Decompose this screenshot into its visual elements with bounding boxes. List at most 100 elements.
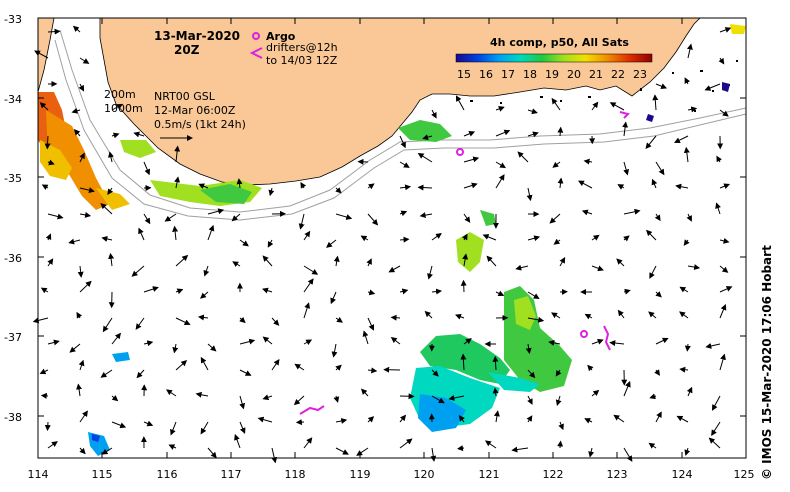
current-vector: [77, 265, 84, 278]
current-vector: [715, 202, 721, 215]
current-vector: [78, 359, 85, 371]
current-vector: [591, 234, 600, 241]
current-vector: [79, 410, 88, 423]
current-vector: [175, 254, 189, 267]
current-vector: [331, 343, 338, 358]
x-tick-label: 124: [672, 468, 693, 481]
colorbar-tick: 16: [479, 68, 493, 81]
current-vector: [111, 332, 121, 345]
y-tick-label: -35: [4, 172, 22, 185]
current-vector: [239, 421, 246, 434]
current-vector: [495, 106, 505, 112]
current-vector: [495, 290, 505, 297]
x-tick-label: 117: [221, 468, 242, 481]
current-vector: [646, 229, 657, 241]
current-vector: [427, 265, 433, 280]
x-tick-label: 125: [734, 468, 755, 481]
current-vector: [32, 317, 49, 324]
current-vector: [271, 358, 280, 371]
current-vector: [719, 183, 731, 190]
current-vector: [47, 159, 55, 166]
current-vector: [172, 225, 179, 241]
y-tick-label: -34: [4, 93, 22, 106]
current-vector: [367, 289, 376, 296]
current-vector: [591, 265, 604, 272]
current-vector: [175, 288, 184, 295]
argo-floats: [456, 148, 588, 338]
current-vector: [143, 420, 154, 427]
current-vector: [557, 177, 564, 189]
current-vector: [617, 184, 625, 190]
current-vector: [609, 340, 625, 347]
current-vector: [200, 291, 209, 299]
current-vector: [482, 234, 497, 241]
current-vector: [551, 97, 561, 111]
current-vector: [399, 135, 406, 149]
current-vector: [131, 265, 145, 277]
current-vector: [69, 343, 81, 353]
current-vector: [100, 203, 113, 215]
current-vector: [654, 369, 660, 376]
current-vector: [39, 102, 49, 111]
current-vector: [718, 57, 725, 65]
current-vector: [303, 437, 313, 449]
current-vector: [76, 383, 82, 397]
current-vector: [79, 211, 92, 218]
current-vector: [591, 338, 604, 345]
current-vector: [174, 176, 181, 189]
current-vector: [587, 364, 594, 372]
y-tick-label: -33: [4, 13, 22, 26]
current-vector: [578, 180, 593, 189]
x-tick-label: 115: [92, 468, 113, 481]
current-vector: [719, 286, 733, 293]
current-vector: [262, 336, 273, 345]
current-vector: [675, 183, 689, 190]
current-vector: [76, 311, 83, 319]
current-vector: [687, 106, 698, 113]
current-vector: [200, 421, 209, 435]
current-vector: [655, 83, 668, 89]
current-vector: [616, 258, 625, 267]
current-vector: [207, 224, 215, 241]
x-tick-label: 121: [479, 468, 500, 481]
current-vector: [495, 174, 505, 189]
current-vector: [399, 161, 410, 168]
isobath-200m: [59, 29, 747, 213]
current-vector: [45, 233, 52, 241]
current-vector: [557, 126, 564, 137]
colorbar: [455, 53, 653, 63]
current-vector: [168, 444, 177, 450]
current-vector: [495, 161, 506, 169]
vector-scale-label: 0.5m/s (1kt 24h): [154, 118, 246, 131]
current-vector: [399, 288, 409, 295]
current-vector: [623, 380, 631, 397]
x-tick-label: 122: [543, 468, 564, 481]
current-vector: [111, 132, 120, 139]
current-vector: [591, 101, 599, 111]
current-vector: [100, 369, 113, 378]
current-vector: [686, 43, 693, 59]
current-vector: [271, 447, 278, 464]
current-vector: [72, 25, 81, 33]
current-vectors: [32, 25, 733, 464]
current-vector: [366, 258, 372, 267]
argo-legend-label: Argo: [266, 30, 296, 43]
colorbar-tick: 18: [523, 68, 537, 81]
current-vector: [107, 187, 114, 196]
current-vector: [527, 291, 540, 300]
colorbar-tick: 21: [589, 68, 603, 81]
current-vector: [584, 313, 593, 320]
current-vector: [39, 368, 49, 375]
current-vector: [107, 151, 114, 163]
current-vector: [683, 239, 690, 246]
current-vector: [448, 395, 465, 401]
current-vector: [609, 102, 625, 111]
x-tick-label: 123: [607, 468, 628, 481]
current-vector: [553, 238, 561, 245]
current-vector: [431, 288, 443, 295]
current-vector: [674, 135, 689, 143]
current-vector: [303, 230, 311, 241]
current-vector: [293, 395, 305, 406]
current-vector: [333, 395, 340, 403]
map-time: 20Z: [174, 43, 200, 57]
